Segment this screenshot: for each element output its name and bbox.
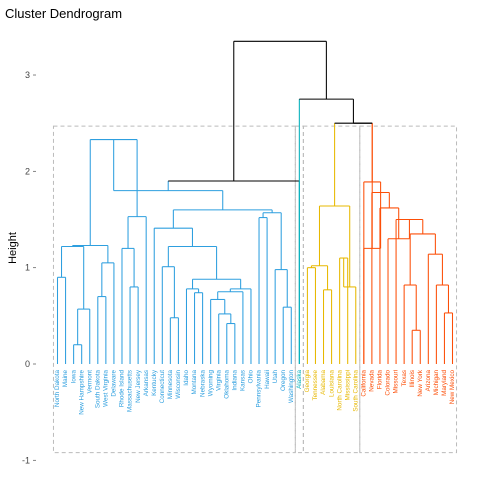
leaf-label: West Virginia	[103, 370, 110, 407]
dendrogram-branches	[56, 40, 454, 364]
leaf-label: Wisconsin	[175, 370, 182, 399]
leaf-label: Tennessee	[312, 370, 319, 401]
leaf-label: Alaska	[296, 370, 303, 389]
leaf-label: Maine	[62, 370, 69, 388]
leaf-label: New Hampshire	[78, 370, 85, 415]
cluster-box	[359, 125, 458, 454]
leaf-label: Massachusetts	[127, 370, 134, 412]
leaf-label: Illinois	[409, 370, 416, 388]
leaf-label: Oregon	[280, 370, 287, 392]
leaf-label: Oklahoma	[223, 370, 230, 399]
y-tick-label: 0	[25, 359, 30, 369]
leaf-label: North Carolina	[336, 370, 343, 411]
leaf-label: Colorado	[385, 370, 392, 396]
leaf-label: Michigan	[433, 370, 440, 396]
leaf-label: Iowa	[70, 370, 77, 384]
leaf-label: South Carolina	[352, 370, 359, 412]
y-axis-label: Height	[7, 232, 19, 264]
y-axis-ticks: -1 0 1 2 3	[22, 70, 36, 465]
leaf-label: Kansas	[240, 370, 247, 391]
leaf-label: New Mexico	[449, 370, 456, 405]
cluster-box	[302, 125, 361, 454]
leaf-label: Pennsylvania	[256, 370, 263, 408]
cluster-box	[52, 125, 296, 454]
leaf-label: Virginia	[215, 370, 222, 391]
leaf-label: Kentucky	[151, 369, 158, 396]
leaf-label: Maryland	[441, 370, 448, 396]
cluster-boxes	[52, 125, 458, 454]
leaf-label: Montana	[191, 370, 198, 395]
leaf-label: Missouri	[393, 370, 400, 393]
leaf-label: Mississippi	[344, 370, 351, 400]
leaf-label: New York	[417, 369, 424, 396]
y-tick-label: 1	[25, 263, 30, 273]
leaf-label: Alabama	[320, 370, 327, 395]
leaf-label: Texas	[401, 370, 408, 386]
leaf-label: Arkansas	[143, 370, 150, 396]
leaf-label: Georgia	[304, 370, 311, 393]
leaf-label: Rhode Island	[119, 370, 126, 408]
leaf-label: Delaware	[111, 370, 118, 397]
leaf-label: Florida	[377, 370, 384, 390]
leaf-label: California	[360, 370, 367, 397]
leaf-labels: North Dakota Maine Iowa New Hampshire Vermon…	[54, 369, 456, 415]
leaf-label: Arizona	[425, 370, 432, 392]
y-tick-label: 2	[25, 166, 30, 176]
leaf-label: Connecticut	[159, 370, 166, 404]
leaf-label: Indiana	[232, 370, 239, 391]
y-tick-label: 3	[25, 70, 30, 80]
leaf-label: Louisiana	[328, 370, 335, 397]
leaf-label: Hawaii	[264, 370, 271, 389]
leaf-label: North Dakota	[54, 370, 61, 408]
leaf-label: Nevada	[369, 370, 376, 392]
leaf-label: South Dakota	[94, 370, 101, 409]
leaf-label: Wyoming	[207, 370, 214, 397]
leaf-label: New Jersey	[135, 369, 142, 403]
leaf-label: Ohio	[248, 370, 255, 384]
chart-title: Cluster Dendrogram	[5, 6, 122, 21]
leaf-label: Idaho	[183, 370, 190, 386]
leaf-label: Minnesota	[167, 370, 174, 400]
leaf-label: Nebraska	[199, 370, 206, 397]
leaf-label: Washington	[288, 370, 295, 404]
leaf-label: Utah	[272, 370, 279, 384]
leaf-label: Vermont	[86, 370, 93, 394]
y-tick-label: -1	[22, 455, 30, 465]
